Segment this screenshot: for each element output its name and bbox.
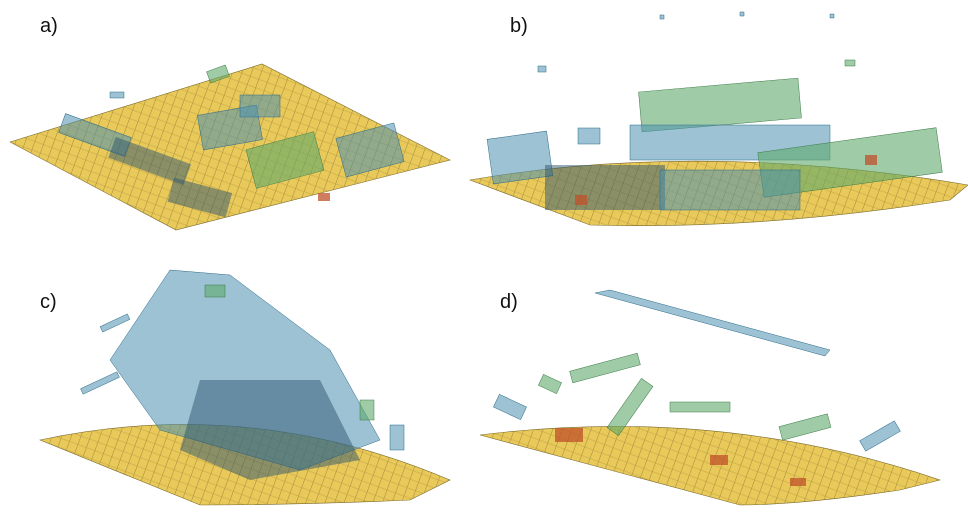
box xyxy=(389,424,405,451)
panel-d: d) xyxy=(479,289,942,506)
box xyxy=(865,155,877,165)
box xyxy=(167,177,233,218)
box xyxy=(335,122,405,178)
box xyxy=(359,399,375,421)
panel-c: c) xyxy=(38,269,451,506)
panel-label: c) xyxy=(40,291,57,313)
panel-b: b) xyxy=(468,11,968,227)
box xyxy=(778,413,832,441)
box xyxy=(493,393,527,421)
terrain-surface xyxy=(9,63,451,231)
panel-a: a) xyxy=(9,15,451,231)
box xyxy=(239,94,281,118)
box xyxy=(206,64,230,84)
box xyxy=(606,378,654,436)
box xyxy=(318,193,330,201)
box xyxy=(844,59,856,67)
box xyxy=(739,11,745,17)
box xyxy=(99,313,131,333)
box xyxy=(545,165,665,210)
box xyxy=(109,91,125,99)
box xyxy=(108,136,192,185)
terrain-surface xyxy=(479,426,942,506)
panel-label: b) xyxy=(510,15,528,37)
box xyxy=(245,131,325,189)
box xyxy=(790,478,806,486)
box xyxy=(537,65,547,73)
box xyxy=(829,13,835,19)
panel-label: a) xyxy=(40,15,58,37)
box xyxy=(710,455,728,465)
box xyxy=(638,77,802,133)
box xyxy=(575,195,587,205)
box xyxy=(859,420,901,452)
box xyxy=(80,371,120,395)
box xyxy=(486,130,554,185)
box-cloud xyxy=(180,380,360,480)
panel-label: d) xyxy=(500,291,518,313)
box xyxy=(577,127,601,145)
box xyxy=(659,169,801,211)
box xyxy=(204,284,226,298)
box xyxy=(669,401,731,413)
box xyxy=(659,14,665,20)
box xyxy=(538,374,562,394)
box-cloud xyxy=(594,289,831,357)
box xyxy=(555,428,583,442)
box xyxy=(569,352,641,384)
